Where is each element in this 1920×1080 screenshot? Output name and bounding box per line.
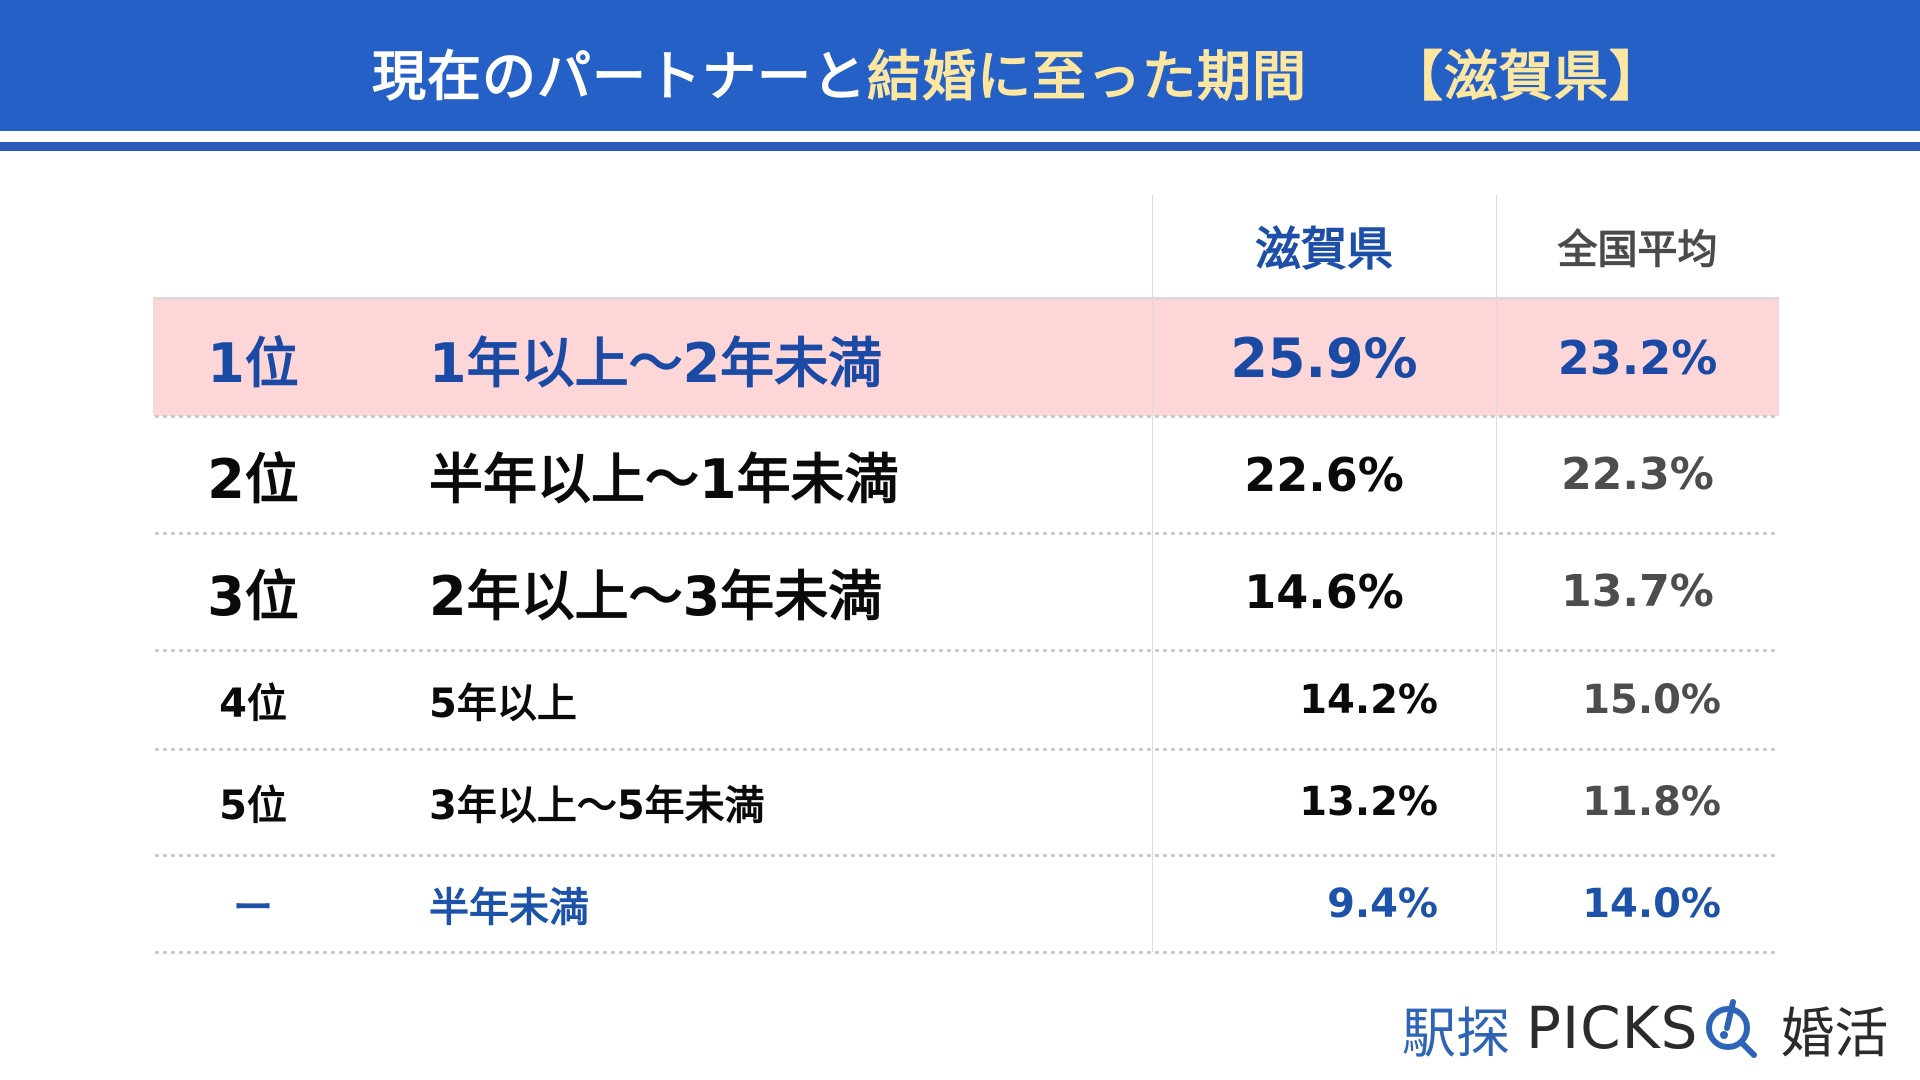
national-value: 11.8% (1582, 779, 1721, 825)
rank-cell: 4位 (219, 680, 287, 727)
rank-cell: 3位 (207, 565, 299, 628)
table-row: ー 半年未満 9.4% 14.0% (153, 855, 1779, 954)
table-row: 2位 半年以上～1年未満 22.6% 22.3% (153, 416, 1779, 535)
national-value: 14.0% (1582, 880, 1721, 927)
title-main: 現在のパートナーと (372, 44, 867, 108)
period-label: 2年以上～3年未満 (429, 565, 883, 628)
table-row: 3位 2年以上～3年未満 14.6% 13.7% (153, 533, 1779, 652)
row-divider (153, 748, 1779, 751)
rank-cell: 1位 (207, 331, 299, 395)
magnifier-exclamation-icon (1706, 999, 1758, 1058)
table-header-row: 滋賀県 全国平均 (153, 195, 1779, 297)
logo-konkatsu: 婚活 (1780, 1001, 1889, 1065)
prefecture-value: 13.2% (1299, 779, 1438, 825)
row-divider (153, 532, 1779, 535)
table-row: 4位 5年以上 14.2% 15.0% (153, 650, 1779, 751)
period-label: 5年以上 (429, 680, 577, 727)
table-row: 5位 3年以上～5年未満 13.2% 11.8% (153, 749, 1779, 857)
page-title: 現在のパートナーと 結婚に至った期間 【滋賀県】 (0, 36, 1920, 108)
column-header-prefecture: 滋賀県 (1255, 222, 1393, 276)
header-stripe-blue (0, 142, 1920, 151)
title-prefecture-tag: 【滋賀県】 (1389, 44, 1664, 108)
row-divider (153, 854, 1779, 857)
prefecture-value: 22.6% (1244, 447, 1404, 502)
column-divider (1496, 195, 1497, 952)
period-label: 1年以上～2年未満 (429, 331, 883, 395)
prefecture-value: 9.4% (1327, 880, 1438, 927)
row-divider (153, 649, 1779, 652)
period-label: 半年未満 (429, 884, 589, 931)
rank-cell: 2位 (207, 448, 299, 511)
header-stripe-white (0, 131, 1920, 142)
column-header-national: 全国平均 (1557, 227, 1718, 273)
row-divider (153, 951, 1779, 954)
prefecture-value: 14.6% (1244, 564, 1404, 619)
prefecture-value: 25.9% (1230, 326, 1418, 390)
prefecture-value: 14.2% (1299, 676, 1438, 723)
row-divider (153, 415, 1779, 418)
header-band (0, 0, 1920, 131)
column-divider (1152, 195, 1153, 952)
period-label: 半年以上～1年未満 (429, 448, 899, 511)
logo-kanji: 駅探 (1402, 1001, 1510, 1065)
ranking-table: 滋賀県 全国平均 1位 1年以上～2年未満 25.9% 23.2% 2位 半年以… (153, 195, 1779, 955)
brand-logo: 駅探 PICKS 婚活 (1402, 992, 1888, 1065)
period-label: 3年以上～5年未満 (429, 783, 765, 829)
table-row: 1位 1年以上～2年未満 25.9% 23.2% (153, 297, 1779, 418)
national-value: 23.2% (1557, 331, 1718, 385)
national-value: 15.0% (1582, 676, 1721, 723)
rank-cell: ー (233, 884, 273, 931)
national-value: 13.7% (1561, 566, 1714, 617)
title-highlight: 結婚に至った期間 (867, 44, 1307, 108)
rank-cell: 5位 (219, 783, 287, 829)
national-value: 22.3% (1561, 449, 1714, 500)
logo-picks: PICKS (1526, 994, 1699, 1062)
